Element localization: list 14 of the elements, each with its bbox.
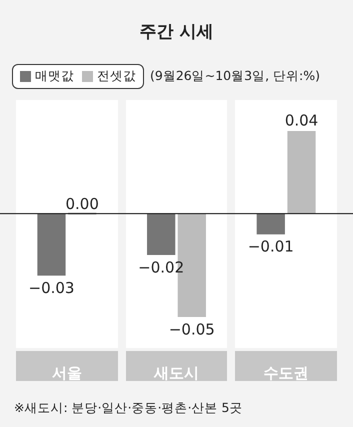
data-label: −0.05 bbox=[168, 320, 215, 338]
data-label: 0.04 bbox=[284, 111, 318, 130]
chart-subtitle: (9월26일~10월3일, 단위:%) bbox=[150, 68, 320, 85]
x-tick-label: 새도시 bbox=[153, 364, 199, 382]
text: ※새도시: 분당·일산·중동·평촌·산본 5곳 bbox=[14, 400, 242, 417]
x-tick-label: 수도권 bbox=[264, 364, 309, 382]
x-tick-label: 서울 bbox=[52, 364, 82, 382]
legend-label: 전셋값 bbox=[97, 68, 136, 85]
data-label: −0.03 bbox=[28, 279, 74, 298]
data-label: −0.01 bbox=[248, 238, 294, 256]
chart-title: 주간 시세 bbox=[138, 21, 214, 43]
data-label: 0.00 bbox=[65, 195, 99, 214]
legend-label: 매맷값 bbox=[35, 68, 74, 85]
data-label: −0.02 bbox=[138, 258, 184, 276]
